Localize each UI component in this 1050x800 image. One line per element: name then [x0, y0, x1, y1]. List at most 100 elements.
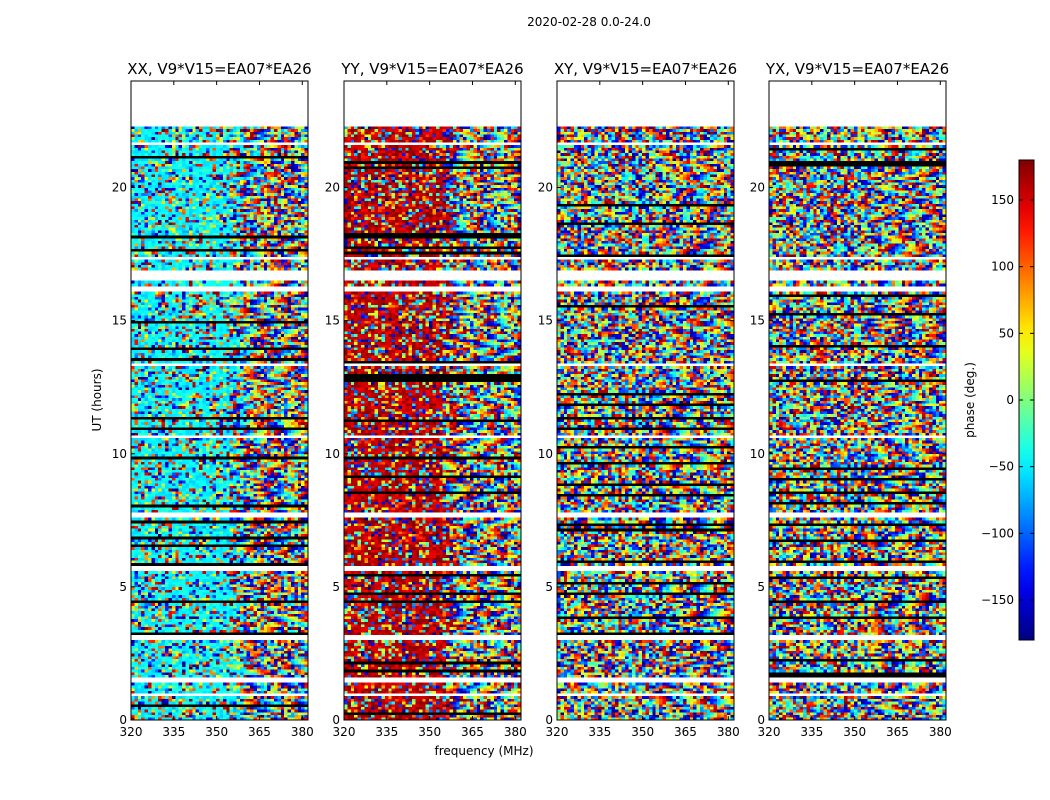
heatmap-cell — [209, 645, 213, 649]
heatmap-cell — [253, 501, 258, 505]
heatmap-cell — [202, 610, 207, 614]
heatmap-cell — [297, 499, 302, 502]
heatmap-cell — [260, 467, 265, 471]
heatmap-cell — [216, 642, 220, 646]
heatmap-cell — [233, 419, 237, 423]
heatmap-cell — [148, 440, 152, 444]
heatmap-cell — [301, 642, 305, 646]
heatmap-cell — [284, 658, 288, 662]
heatmap-cell — [294, 618, 299, 622]
heatmap-cell — [185, 496, 190, 500]
heatmap-cell — [256, 533, 261, 537]
heatmap-cell — [209, 554, 213, 558]
heatmap-cell — [192, 525, 196, 529]
heatmap-cell — [256, 608, 261, 612]
heatmap-cell — [188, 672, 193, 676]
heatmap-cell — [253, 640, 258, 644]
heatmap-cell — [219, 493, 224, 497]
heatmap-cell — [219, 669, 224, 673]
heatmap-cell — [134, 605, 139, 609]
heatmap-cell — [134, 475, 139, 479]
heatmap-cell — [171, 685, 176, 689]
heatmap-cell — [233, 507, 237, 510]
heatmap-cell — [154, 576, 159, 580]
heatmap-cell — [175, 472, 179, 476]
heatmap-cell — [209, 608, 213, 612]
heatmap-cell — [148, 424, 152, 428]
heatmap-cell — [304, 690, 308, 694]
heatmap-cell — [144, 475, 149, 479]
heatmap-cell — [236, 653, 241, 657]
heatmap-cell — [260, 664, 265, 668]
heatmap-cell — [304, 616, 308, 620]
heatmap-cell — [287, 517, 292, 521]
heatmap-cell — [199, 642, 203, 646]
heatmap-cell — [253, 586, 258, 590]
heatmap-cell — [205, 525, 210, 529]
heatmap-cell — [158, 698, 162, 702]
heatmap-cell — [212, 472, 217, 476]
heatmap-cell — [270, 480, 275, 484]
heatmap-cell — [154, 419, 159, 423]
heatmap-cell — [188, 717, 193, 720]
heatmap-cell — [178, 445, 183, 449]
heatmap-cell — [165, 653, 169, 657]
heatmap-cell — [219, 480, 224, 484]
heatmap-cell — [151, 538, 156, 542]
heatmap-cell — [151, 560, 156, 564]
heatmap-cell — [284, 496, 288, 500]
heatmap-cell — [178, 698, 183, 702]
heatmap-cell — [205, 698, 210, 702]
heatmap-cell — [216, 488, 220, 492]
heatmap-cell — [134, 597, 139, 601]
heatmap-cell — [226, 461, 231, 465]
heatmap-cell — [243, 685, 248, 689]
heatmap-cell — [209, 437, 213, 441]
heatmap-cell — [246, 419, 251, 423]
heatmap-cell — [199, 602, 203, 606]
heatmap-cell — [178, 408, 183, 412]
heatmap-cell — [250, 557, 254, 561]
heatmap-cell — [182, 560, 186, 564]
heatmap-cell — [205, 554, 210, 558]
heatmap-cell — [212, 618, 217, 622]
heatmap-cell — [148, 690, 152, 694]
heatmap-cell — [226, 640, 231, 644]
heatmap-cell — [229, 658, 234, 662]
heatmap-cell — [165, 445, 169, 449]
heatmap-cell — [209, 594, 213, 598]
heatmap-cell — [250, 594, 254, 598]
heatmap-cell — [267, 701, 271, 705]
heatmap-cell — [250, 576, 254, 580]
heatmap-cell — [263, 597, 268, 601]
heatmap-cell — [260, 602, 265, 606]
heatmap-cell — [294, 658, 299, 662]
heatmap-cell — [253, 443, 258, 447]
heatmap-cell — [209, 480, 213, 484]
heatmap-cell — [209, 467, 213, 471]
heatmap-cell — [171, 690, 176, 694]
heatmap-cell — [260, 445, 265, 449]
heatmap-cell — [236, 698, 241, 702]
heatmap-cell — [250, 597, 254, 601]
heatmap-cell — [188, 533, 193, 537]
heatmap-cell — [273, 717, 278, 720]
heatmap-cell — [301, 493, 305, 497]
heatmap-cell — [280, 477, 285, 481]
heatmap-cell — [199, 530, 203, 534]
heatmap-cell — [161, 541, 166, 545]
heatmap-cell — [192, 578, 196, 582]
heatmap-cell — [280, 597, 285, 601]
heatmap-cell — [226, 488, 231, 492]
heatmap-cell — [239, 669, 244, 673]
heatmap-cell — [294, 525, 299, 529]
heatmap-cell — [233, 698, 237, 702]
heatmap-cell — [192, 570, 196, 574]
heatmap-cell — [185, 485, 190, 489]
heatmap-cell — [178, 448, 183, 452]
heatmap-cell — [137, 717, 142, 720]
heatmap-cell — [175, 610, 179, 614]
heatmap-cell — [158, 624, 162, 628]
heatmap-cell — [253, 491, 258, 494]
heatmap-cell — [205, 469, 210, 473]
